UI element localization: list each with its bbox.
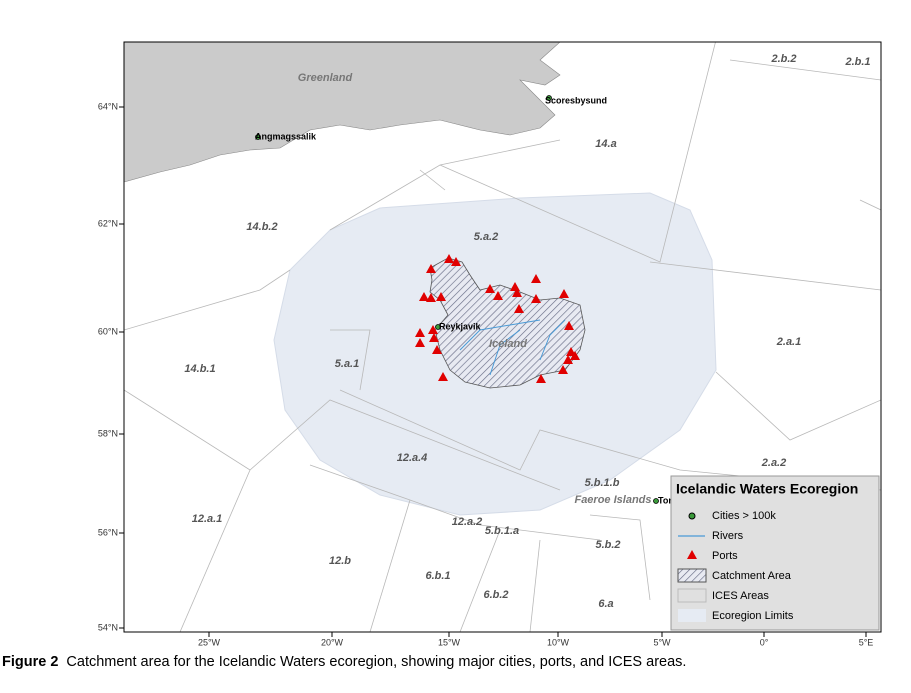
labels: 64°N 62°N 60°N 58°N 56°N 54°N 25°W 20°W 15°W 10°W… [98, 53, 873, 647]
land-label: Faeroe Islands [574, 494, 651, 506]
cities [255, 95, 659, 504]
y-tick-label: 58°N [98, 428, 118, 438]
port [531, 294, 541, 303]
port [564, 321, 574, 330]
ices-area-label: 6.b.1 [425, 570, 450, 582]
ices-area-label: 5.a.1 [335, 358, 359, 370]
ices-area-label: 12.a.1 [192, 513, 223, 525]
port [451, 257, 461, 266]
x-tick-label: 15°W [438, 637, 461, 647]
legend-box [670, 475, 880, 631]
legend: Icelandic Waters Ecoregion Cities > 100k… [670, 475, 880, 631]
land-label: Iceland [489, 338, 527, 350]
port [419, 292, 429, 301]
caption-label: Figure 2 [2, 654, 59, 670]
legend-symbol [688, 512, 696, 520]
legend-label: Catchment Area [712, 570, 792, 582]
ices-area-label: 14.b.1 [184, 363, 215, 375]
ices-area-label: 2.b.1 [844, 56, 870, 68]
ices-area-label: 5.b.1.b [585, 477, 620, 489]
ices-area-label: 12.b [329, 555, 351, 567]
rivers [459, 319, 566, 376]
ices-area-label: 6.a [598, 598, 613, 610]
y-tick-label: 60°N [98, 326, 118, 336]
city-label: Tor [658, 495, 672, 505]
legend-label: Cities > 100k [712, 510, 776, 522]
legend-symbol [677, 588, 707, 603]
port [512, 288, 522, 297]
port [436, 292, 446, 301]
y-tick-label: 62°N [98, 218, 118, 228]
port [485, 284, 495, 293]
port [558, 365, 568, 374]
port [493, 291, 503, 300]
ices-area-label: 2.a.1 [776, 336, 801, 348]
x-tick-label: 25°W [198, 637, 221, 647]
y-tick-label: 56°N [98, 527, 118, 537]
port [415, 338, 425, 347]
port [428, 325, 438, 334]
port [563, 355, 573, 364]
ices-area-label: 6.b.2 [483, 589, 508, 601]
city-label: Scoresbysund [545, 95, 607, 105]
ices-area-label: 14.b.2 [246, 221, 277, 233]
port [438, 372, 448, 381]
port [514, 304, 524, 313]
x-tick-label: 0° [760, 637, 769, 647]
ices-area-label: 12.a.2 [452, 516, 483, 528]
ices-area-label: 5.a.2 [474, 231, 498, 243]
y-tick-label: 64°N [98, 101, 118, 111]
city-label: Angmagssalik [255, 131, 317, 141]
map: 64°N 62°N 60°N 58°N 56°N 54°N 25°W 20°W 15°W 10°W… [98, 41, 882, 647]
caption-text: Catchment area for the Icelandic Waters … [66, 654, 687, 670]
port [426, 264, 436, 273]
legend-label: Ports [712, 550, 738, 562]
legend-label: Ecoregion Limits [712, 610, 794, 622]
legend-symbol [678, 609, 706, 622]
port [531, 274, 541, 283]
x-tick-label: 10°W [547, 637, 570, 647]
x-tick-label: 5°E [859, 637, 874, 647]
port [510, 282, 520, 291]
legend-symbol [687, 550, 697, 559]
ices-area-label: 5.b.2 [595, 539, 620, 551]
port [429, 333, 439, 342]
legend-title: Icelandic Waters Ecoregion [676, 481, 858, 497]
port [432, 345, 442, 354]
port [444, 254, 454, 263]
legend-label: Rivers [712, 530, 744, 542]
port [570, 351, 580, 360]
land-label: Greenland [298, 72, 353, 84]
map-border [123, 41, 882, 633]
caption: Figure 2 Catchment area for the Icelandic… [2, 654, 686, 670]
ices-area-label: 5.b.1.a [485, 525, 519, 537]
ices-area-label: 14.a [595, 138, 616, 150]
ices-area-label: 2.b.2 [770, 53, 796, 65]
port [559, 289, 569, 298]
ices-area-label: 12.a.4 [397, 452, 428, 464]
port [426, 293, 436, 302]
x-tick-label: 20°W [321, 637, 344, 647]
map-layers [124, 42, 881, 632]
city-label: Reykjavik [439, 321, 482, 331]
greenland [124, 42, 561, 183]
y-tick-label: 54°N [98, 622, 118, 632]
legend-label: ICES Areas [712, 590, 769, 602]
port [415, 328, 425, 337]
ices-area-label: 2.a.2 [761, 457, 786, 469]
ports [415, 254, 580, 383]
port [536, 374, 546, 383]
legend-symbol [677, 568, 707, 583]
x-tick-label: 5°W [653, 637, 671, 647]
